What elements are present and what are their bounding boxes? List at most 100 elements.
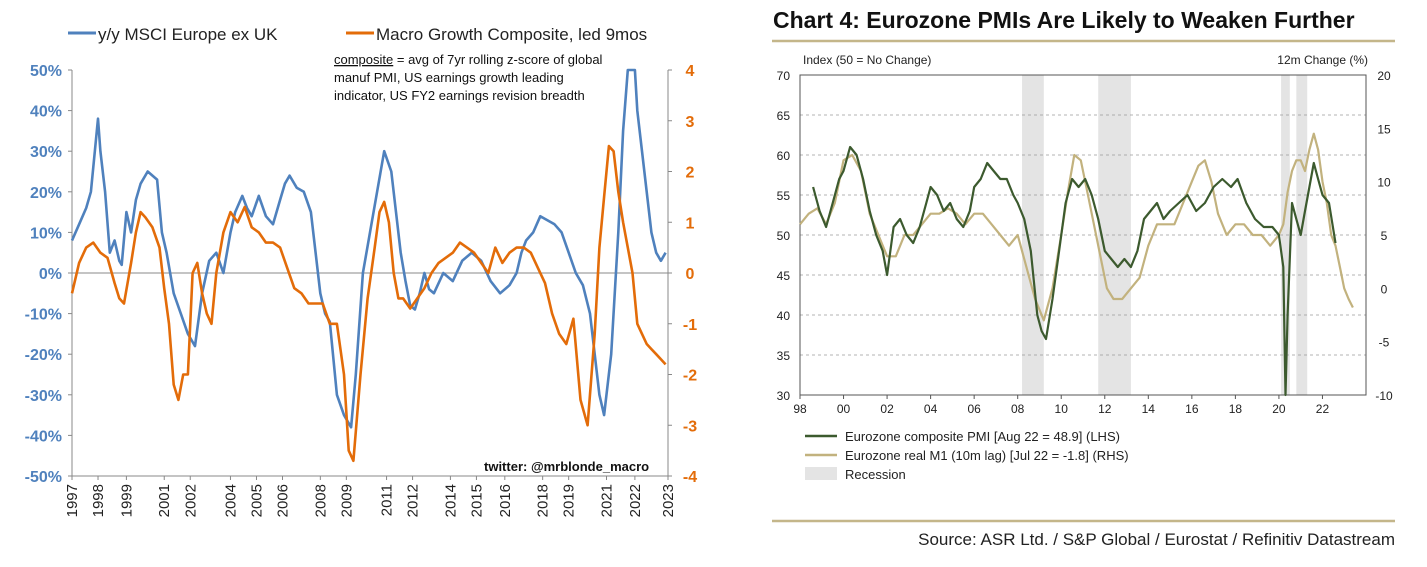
right-y-tick-label: 4 [686, 63, 695, 80]
x-tick-label: 2004 [222, 484, 239, 517]
left-chart: y/y MSCI Europe ex UK Macro Growth Compo… [25, 25, 698, 517]
x-tick-label: 2005 [248, 484, 265, 517]
series-line-composite [70, 144, 667, 463]
legend-label-m1: Eurozone real M1 (10m lag) [Jul 22 = -1.… [845, 448, 1129, 463]
right-axis-label: 12m Change (%) [1277, 53, 1368, 67]
series-line-m1 [799, 132, 1354, 322]
right-y-tick-label: -4 [683, 469, 697, 486]
series-line-pmi [812, 145, 1337, 397]
recession-band [1281, 75, 1290, 395]
chart-title: Chart 4: Eurozone PMIs Are Likely to Wea… [773, 7, 1355, 33]
x-tick-label: 16 [1185, 402, 1199, 416]
x-tick-label: 2021 [599, 484, 616, 517]
left-series [70, 68, 667, 463]
right-y-tick-label: -3 [683, 418, 697, 435]
plot-frame [799, 74, 1367, 396]
annotation-line: indicator, US FY2 earnings revision brea… [334, 88, 585, 103]
right-y-tick-label: 5 [1381, 229, 1388, 243]
legend-label-pmi: Eurozone composite PMI [Aug 22 = 48.9] (… [845, 429, 1120, 444]
right-y-tick-label: 2 [686, 165, 695, 182]
right-y-tick-label: 10 [1377, 176, 1391, 190]
right-y-tick-label: 1 [686, 215, 695, 232]
x-tick-label: 14 [1142, 402, 1156, 416]
x-tick-label: 12 [1098, 402, 1112, 416]
left-y-tick-label: -40% [25, 428, 62, 445]
right-y-tick-label: -1 [683, 317, 697, 334]
annotation-note: composite = avg of 7yr rolling z-score o… [334, 52, 603, 103]
annotation-line: composite = avg of 7yr rolling z-score o… [334, 52, 603, 67]
left-y-tick-label: 45 [777, 269, 791, 283]
right-y-tick-label: 0 [1381, 282, 1388, 296]
x-tick-label: 2012 [405, 484, 422, 517]
x-tick-label: 2018 [535, 484, 552, 517]
right-y-tick-label: 0 [686, 266, 695, 283]
right-y-tick-label: 20 [1377, 69, 1391, 83]
legend-label-recession: Recession [845, 467, 906, 482]
x-tick-label: 2008 [312, 484, 329, 517]
right-y-tick-label: 15 [1377, 122, 1391, 136]
x-tick-label: 2006 [274, 484, 291, 517]
x-tick-label: 04 [924, 402, 938, 416]
x-tick-label: 2015 [468, 484, 485, 517]
left-y-tick-label: 20% [30, 185, 62, 202]
annotation-underlined-term: composite [334, 52, 393, 67]
left-y-tick-label: 50% [30, 63, 62, 80]
x-tick-label: 20 [1272, 402, 1286, 416]
x-tick-label: 1999 [118, 484, 135, 517]
x-tick-label: 2002 [182, 484, 199, 517]
left-y-tick-label: 30 [777, 389, 791, 403]
left-y-tick-label: -30% [25, 388, 62, 405]
x-tick-label: 02 [880, 402, 894, 416]
left-y-tick-label: 40 [777, 309, 791, 323]
x-tick-label: 2014 [442, 484, 459, 517]
legend-swatch-recession [805, 467, 837, 480]
right-y-tick-label: -5 [1379, 336, 1390, 350]
left-y-tick-label: 35 [777, 349, 791, 363]
source-note: Source: ASR Ltd. / S&P Global / Eurostat… [918, 530, 1395, 549]
left-y-tick-label: 0% [39, 266, 62, 283]
right-legend: Eurozone composite PMI [Aug 22 = 48.9] (… [805, 429, 1129, 482]
left-y-tick-label: 10% [30, 225, 62, 242]
x-tick-label: 2016 [497, 484, 514, 517]
x-tick-label: 1997 [64, 484, 81, 517]
x-tick-label: 06 [967, 402, 981, 416]
x-tick-label: 2022 [627, 484, 644, 517]
legend-label-composite: Macro Growth Composite, led 9mos [376, 25, 647, 44]
left-legend: y/y MSCI Europe ex UK Macro Growth Compo… [68, 25, 647, 44]
left-y-tick-label: 30% [30, 144, 62, 161]
left-y-tick-label: -50% [25, 469, 62, 486]
legend-label-msci: y/y MSCI Europe ex UK [98, 25, 278, 44]
x-tick-label: 22 [1316, 402, 1330, 416]
right-y-tick-label: -10 [1375, 389, 1393, 403]
left-y-tick-label: 70 [777, 69, 791, 83]
left-y-tick-label: 55 [777, 189, 791, 203]
x-tick-label: 2009 [338, 484, 355, 517]
x-tick-label: 2011 [379, 484, 396, 516]
x-tick-label: 2023 [660, 484, 677, 517]
left-y-tick-label: 50 [777, 229, 791, 243]
right-series [799, 132, 1354, 397]
x-tick-label: 10 [1055, 402, 1069, 416]
annotation-line: manuf PMI, US earnings growth leading [334, 70, 564, 85]
right-y-tick-label: 3 [686, 114, 695, 131]
left-y-tick-label: 40% [30, 104, 62, 121]
x-tick-label: 08 [1011, 402, 1025, 416]
watermark-credit: twitter: @mrblonde_macro [484, 459, 649, 474]
left-y-tick-label: 65 [777, 109, 791, 123]
x-tick-label: 2019 [561, 484, 578, 517]
series-line-msci [70, 68, 667, 429]
right-y-tick-label: -2 [683, 368, 697, 385]
left-axis-label: Index (50 = No Change) [803, 53, 931, 67]
left-y-tick-label: -20% [25, 347, 62, 364]
x-tick-label: 00 [837, 402, 851, 416]
x-tick-label: 18 [1229, 402, 1243, 416]
x-tick-label: 1998 [90, 484, 107, 517]
left-y-tick-label: -10% [25, 307, 62, 324]
x-tick-label: 98 [793, 402, 807, 416]
left-y-tick-label: 60 [777, 149, 791, 163]
right-chart: Chart 4: Eurozone PMIs Are Likely to Wea… [772, 7, 1395, 549]
x-tick-label: 2001 [156, 484, 173, 517]
